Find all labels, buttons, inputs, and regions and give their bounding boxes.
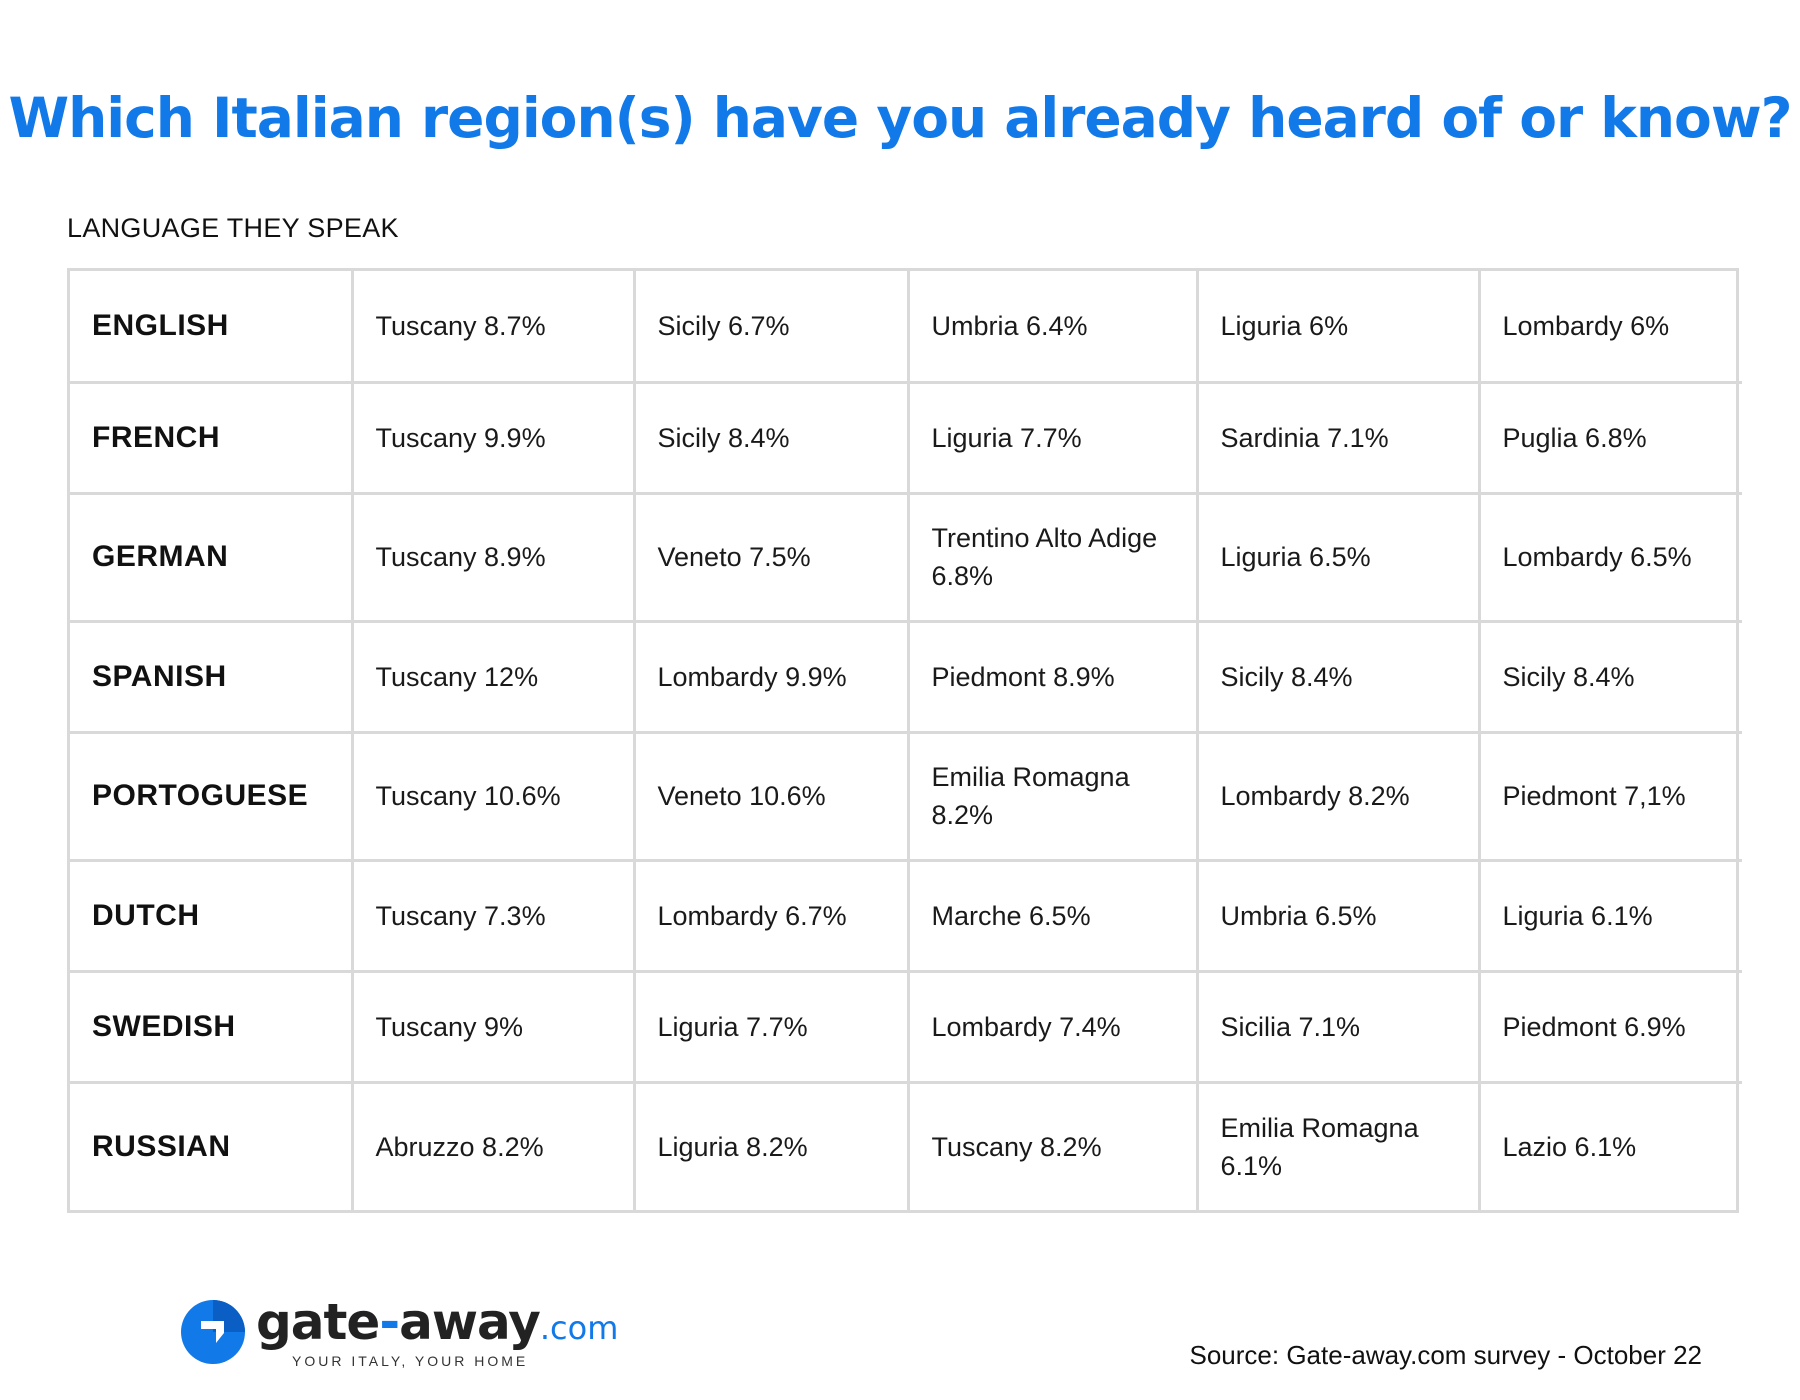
region-cell: Lazio 6.1%	[1477, 1080, 1742, 1210]
table-row: DUTCH Tuscany 7.3% Lombardy 6.7% Marche …	[70, 858, 1742, 973]
region-cell: Lombardy 6.5%	[1477, 491, 1742, 623]
source-note: Source: Gate-away.com survey - October 2…	[1189, 1340, 1703, 1370]
survey-table: ENGLISH Tuscany 8.7% Sicily 6.7% Umbria …	[67, 268, 1742, 1213]
region-cell: Liguria 7.7%	[906, 380, 1199, 495]
region-cell: Piedmont 8.9%	[906, 619, 1199, 734]
logo-dash: -	[379, 1293, 400, 1351]
region-cell: Tuscany 9%	[350, 969, 636, 1084]
region-cell: Liguria 6%	[1195, 271, 1481, 384]
region-cell: Tuscany 8.7%	[350, 271, 636, 384]
region-cell: Tuscany 8.2%	[906, 1080, 1199, 1210]
region-cell: Tuscany 9.9%	[350, 380, 636, 495]
page-title: Which Italian region(s) have you already…	[8, 86, 1792, 150]
region-cell: Sicily 8.4%	[1195, 619, 1481, 734]
table-row: GERMAN Tuscany 8.9% Veneto 7.5% Trentino…	[70, 491, 1742, 623]
table-row: SPANISH Tuscany 12% Lombardy 9.9% Piedmo…	[70, 619, 1742, 734]
language-cell: DUTCH	[70, 858, 354, 973]
region-cell: Sicily 6.7%	[632, 271, 910, 384]
table-row: RUSSIAN Abruzzo 8.2% Liguria 8.2% Tuscan…	[70, 1080, 1742, 1210]
region-cell: Sicily 8.4%	[632, 380, 910, 495]
language-cell: RUSSIAN	[70, 1080, 354, 1210]
region-cell: Lombardy 9.9%	[632, 619, 910, 734]
region-cell: Liguria 6.1%	[1477, 858, 1742, 973]
table-row: SWEDISH Tuscany 9% Liguria 7.7% Lombardy…	[70, 969, 1742, 1084]
table-row: FRENCH Tuscany 9.9% Sicily 8.4% Liguria …	[70, 380, 1742, 495]
region-cell: Tuscany 12%	[350, 619, 636, 734]
region-cell: Liguria 7.7%	[632, 969, 910, 1084]
region-cell: Liguria 6.5%	[1195, 491, 1481, 623]
gate-away-logo-icon	[181, 1300, 245, 1364]
region-cell: Abruzzo 8.2%	[350, 1080, 636, 1210]
table-subtitle: LANGUAGE THEY SPEAK	[67, 213, 399, 243]
region-cell: Trentino Alto Adige 6.8%	[906, 491, 1199, 623]
region-cell: Lombardy 8.2%	[1195, 730, 1481, 862]
logo-name-part1: gate	[256, 1293, 380, 1351]
region-cell: Sardinia 7.1%	[1195, 380, 1481, 495]
region-cell: Marche 6.5%	[906, 858, 1199, 973]
gate-away-logo[interactable]: gate-away.com YOUR ITALY, YOUR HOME	[180, 1293, 640, 1375]
language-cell: SPANISH	[70, 619, 354, 734]
region-cell: Umbria 6.5%	[1195, 858, 1481, 973]
region-cell: Emilia Romagna 6.1%	[1195, 1080, 1481, 1210]
region-cell: Sicilia 7.1%	[1195, 969, 1481, 1084]
region-cell: Tuscany 8.9%	[350, 491, 636, 623]
logo-wordmark: gate-away.com	[256, 1293, 618, 1351]
language-cell: PORTOGUESE	[70, 730, 354, 862]
region-cell: Veneto 10.6%	[632, 730, 910, 862]
region-cell: Piedmont 6.9%	[1477, 969, 1742, 1084]
region-cell: Lombardy 6.7%	[632, 858, 910, 973]
language-cell: SWEDISH	[70, 969, 354, 1084]
region-cell: Piedmont 7,1%	[1477, 730, 1742, 862]
region-cell: Tuscany 7.3%	[350, 858, 636, 973]
region-cell: Umbria 6.4%	[906, 271, 1199, 384]
region-cell: Lombardy 6%	[1477, 271, 1742, 384]
region-cell: Puglia 6.8%	[1477, 380, 1742, 495]
region-cell: Veneto 7.5%	[632, 491, 910, 623]
region-cell: Sicily 8.4%	[1477, 619, 1742, 734]
table-row: ENGLISH Tuscany 8.7% Sicily 6.7% Umbria …	[70, 271, 1742, 384]
region-cell: Liguria 8.2%	[632, 1080, 910, 1210]
language-cell: ENGLISH	[70, 271, 354, 384]
region-cell: Emilia Romagna 8.2%	[906, 730, 1199, 862]
table-row: PORTOGUESE Tuscany 10.6% Veneto 10.6% Em…	[70, 730, 1742, 862]
language-cell: GERMAN	[70, 491, 354, 623]
logo-tld: .com	[539, 1309, 619, 1347]
region-cell: Lombardy 7.4%	[906, 969, 1199, 1084]
logo-tagline: YOUR ITALY, YOUR HOME	[292, 1353, 529, 1369]
region-cell: Tuscany 10.6%	[350, 730, 636, 862]
logo-name-part2: away	[399, 1293, 541, 1351]
language-cell: FRENCH	[70, 380, 354, 495]
